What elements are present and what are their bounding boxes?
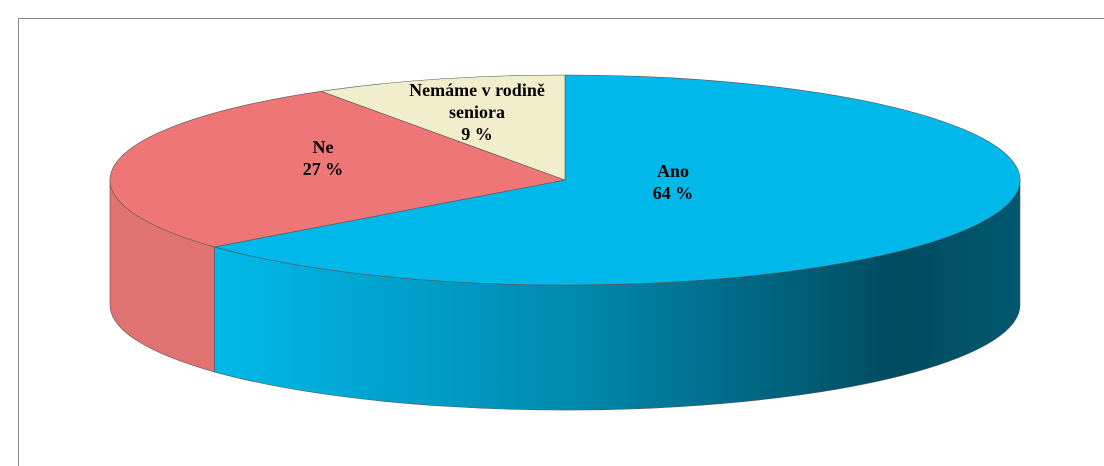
slice-value: 9 %	[461, 124, 493, 144]
pie-slice	[214, 74, 1021, 286]
slice-value: 27 %	[302, 159, 344, 179]
frame	[18, 18, 1104, 466]
pie-slice	[321, 74, 566, 181]
slice-category: Ne	[312, 137, 334, 157]
slice-label: Ne 27 %	[303, 136, 344, 180]
slice-category: Nemáme v rodině seniora	[409, 80, 545, 122]
slice-value: 64 %	[652, 183, 694, 203]
slice-label: Ano 64 %	[653, 160, 694, 204]
slice-label: Nemáme v rodině seniora 9 %	[387, 79, 567, 145]
pie-slice	[109, 90, 567, 248]
slice-category: Ano	[656, 161, 689, 181]
